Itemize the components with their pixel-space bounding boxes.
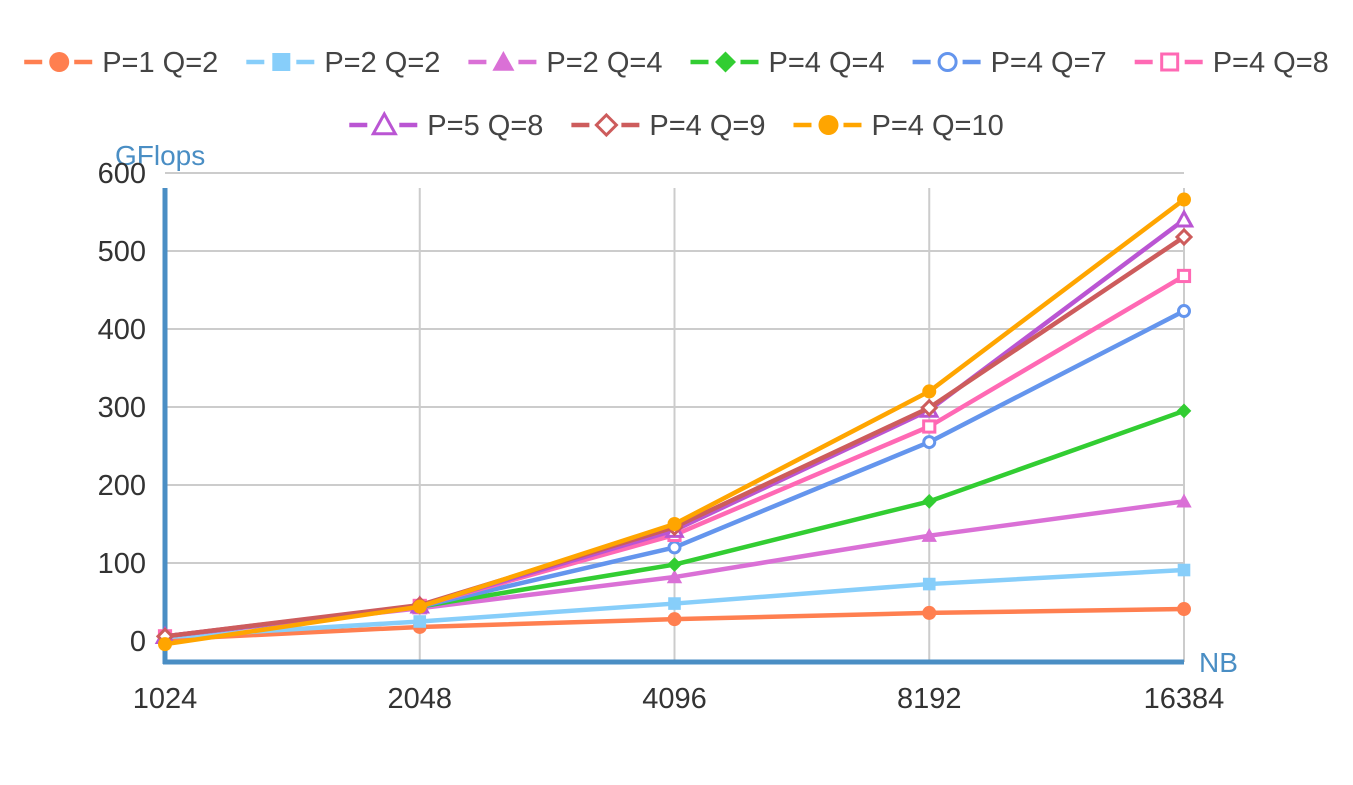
y-tick-label: 200 xyxy=(98,470,146,502)
legend-item-5[interactable]: P=4 Q=7 xyxy=(912,47,1107,79)
legend-marker xyxy=(272,53,291,71)
y-tick-label: 300 xyxy=(98,392,146,424)
data-point xyxy=(412,599,427,614)
x-tick-label: 8192 xyxy=(897,683,962,715)
x-tick-label: 16384 xyxy=(1144,683,1225,715)
axes: GFlops NB xyxy=(115,140,1238,678)
y-tick-label: 600 xyxy=(98,158,146,190)
tick-labels: 0 100 200 300 400 500 600 1024 2048 4096 8192 16384 xyxy=(98,158,1225,715)
data-point xyxy=(158,637,172,652)
y-axis-title: GFlops xyxy=(115,140,205,171)
legend-marker xyxy=(49,52,70,72)
data-point xyxy=(667,612,682,627)
grid xyxy=(165,172,1185,662)
data-point xyxy=(1174,227,1194,247)
legend-item-2[interactable]: P=2 Q=2 xyxy=(246,47,440,79)
data-point xyxy=(668,597,681,610)
legend-label: P=2 Q=2 xyxy=(324,47,440,79)
x-tick-label: 1024 xyxy=(133,683,198,715)
legend-label: P=4 Q=10 xyxy=(871,110,1003,142)
data-point xyxy=(922,605,937,620)
y-tick-label: 0 xyxy=(130,626,146,658)
data-point xyxy=(1176,403,1192,419)
x-axis-title: NB xyxy=(1199,647,1238,678)
y-tick-label: 100 xyxy=(98,548,146,580)
x-tick-label: 2048 xyxy=(387,683,452,715)
data-point xyxy=(1176,493,1192,508)
data-point xyxy=(921,528,937,542)
y-tick-label: 500 xyxy=(98,236,146,268)
data-point xyxy=(1176,268,1192,284)
legend-item-6[interactable]: P=4 Q=8 xyxy=(1134,47,1329,79)
legend-item-9[interactable]: P=4 Q=10 xyxy=(793,110,1004,142)
data-point xyxy=(1173,209,1195,228)
legend-label: P=4 Q=4 xyxy=(769,47,885,79)
legend-item-1[interactable]: P=1 Q=2 xyxy=(24,47,218,79)
legend-label: P=4 Q=9 xyxy=(649,110,765,142)
legend-marker xyxy=(370,110,398,136)
legend-label: P=4 Q=7 xyxy=(991,47,1107,79)
legend-item-3[interactable]: P=2 Q=4 xyxy=(468,47,663,79)
data-point xyxy=(1177,563,1191,577)
series-group xyxy=(154,192,1195,652)
data-point xyxy=(920,398,939,417)
legend-item-7[interactable]: P=5 Q=8 xyxy=(349,110,543,142)
data-point xyxy=(1177,602,1191,617)
data-point xyxy=(667,540,682,555)
data-point xyxy=(922,577,936,591)
data-point xyxy=(922,435,937,450)
legend-label: P=4 Q=8 xyxy=(1213,47,1329,79)
legend-item-8[interactable]: P=4 Q=9 xyxy=(571,110,765,142)
data-point xyxy=(667,557,682,572)
legend-marker xyxy=(1160,52,1180,72)
y-tick-label: 400 xyxy=(98,314,146,346)
x-tick-label: 4096 xyxy=(642,683,707,715)
data-point xyxy=(922,384,937,399)
data-point xyxy=(1177,304,1191,319)
legend-marker xyxy=(492,51,515,71)
legend-item-4[interactable]: P=4 Q=4 xyxy=(690,47,885,79)
data-point xyxy=(921,494,937,509)
legend-marker xyxy=(937,52,958,72)
legend-marker xyxy=(818,115,839,135)
legend-label: P=1 Q=2 xyxy=(102,47,218,79)
legend: P=1 Q=2 P=2 Q=2 P=2 Q=4 P=4 Q=4 P=4 Q=7 P=4 Q… xyxy=(24,47,1329,142)
data-point xyxy=(1177,192,1191,207)
data-point xyxy=(922,419,937,434)
series-9 xyxy=(158,192,1191,652)
series-2 xyxy=(158,563,1191,644)
legend-marker xyxy=(594,112,619,138)
data-point xyxy=(666,569,683,584)
data-point xyxy=(667,517,682,531)
legend-marker xyxy=(715,51,736,73)
legend-label: P=2 Q=4 xyxy=(546,47,662,79)
legend-label: P=5 Q=8 xyxy=(427,110,543,142)
data-point xyxy=(413,615,427,628)
